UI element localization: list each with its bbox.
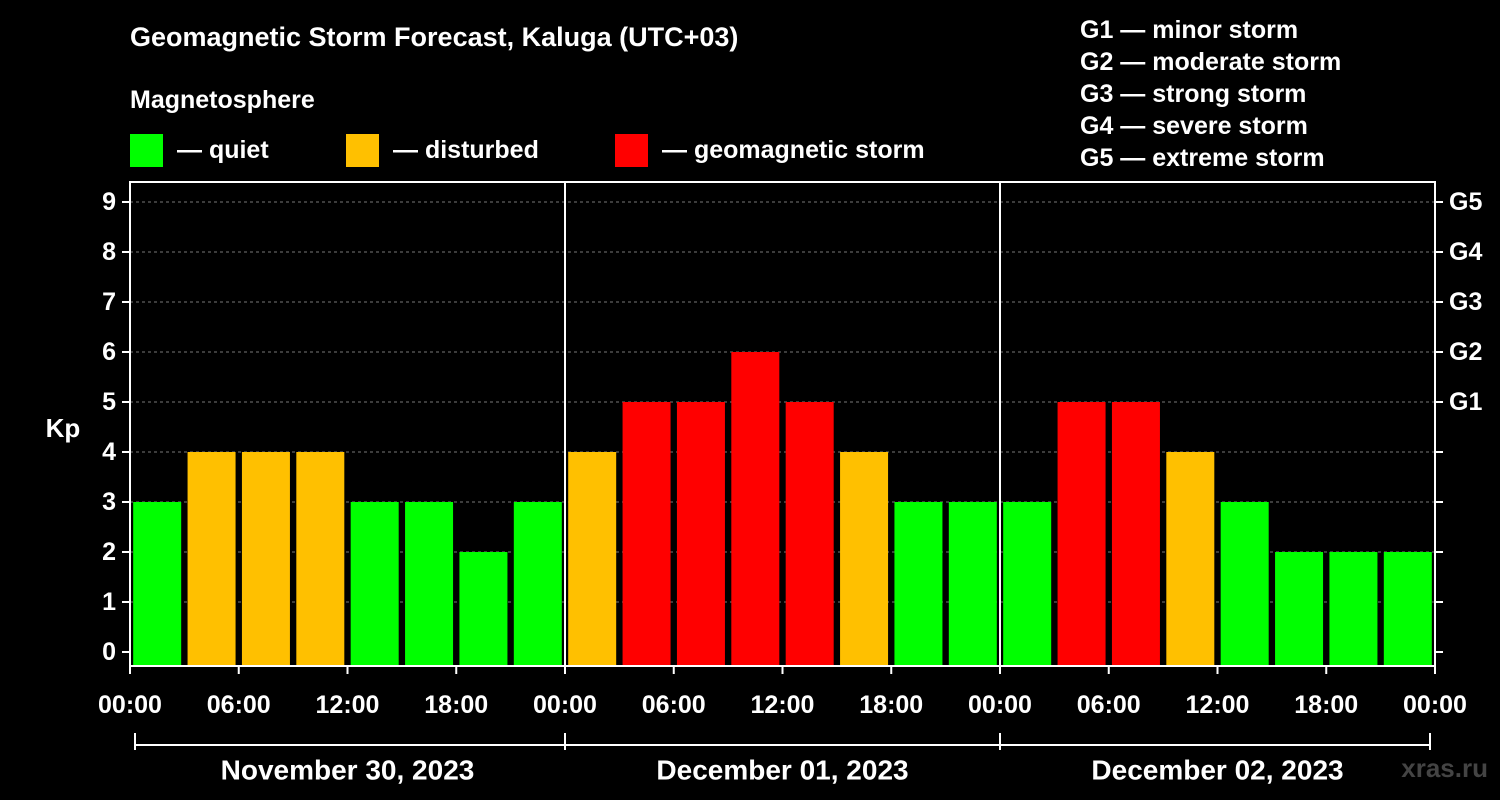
kp-bar bbox=[840, 452, 889, 666]
kp-bar bbox=[1057, 402, 1106, 666]
kp-bar bbox=[1111, 402, 1160, 666]
day-label: November 30, 2023 bbox=[221, 755, 475, 786]
storm-level-label: G4 bbox=[1449, 238, 1482, 266]
kp-bar bbox=[622, 402, 671, 666]
kp-bar bbox=[731, 352, 780, 666]
x-tick-label: 12:00 bbox=[316, 691, 380, 719]
legend-storm: — geomagnetic storm bbox=[615, 133, 925, 167]
storm-scale-g3: G3 — strong storm bbox=[1080, 80, 1307, 108]
legend-label-quiet: — quiet bbox=[177, 135, 269, 164]
legend-swatch-disturbed bbox=[346, 133, 379, 167]
x-tick-label: 00:00 bbox=[98, 691, 162, 719]
legend-label-storm: — geomagnetic storm bbox=[662, 135, 925, 164]
kp-bar bbox=[1220, 502, 1269, 666]
storm-scale-g2: G2 — moderate storm bbox=[1080, 48, 1342, 76]
x-tick-label: 00:00 bbox=[533, 691, 597, 719]
day-label: December 02, 2023 bbox=[1091, 755, 1343, 786]
kp-bar bbox=[676, 402, 725, 666]
x-tick-label: 06:00 bbox=[1077, 691, 1141, 719]
kp-bar bbox=[1003, 502, 1052, 666]
magnetosphere-label: Magnetosphere bbox=[130, 86, 315, 114]
kp-bar bbox=[568, 452, 617, 666]
watermark: xras.ru bbox=[1401, 753, 1488, 783]
legend-swatch-storm bbox=[615, 133, 648, 167]
chart-title: Geomagnetic Storm Forecast, Kaluga (UTC+… bbox=[130, 22, 739, 52]
kp-bar bbox=[785, 402, 834, 666]
storm-scale-g1: G1 — minor storm bbox=[1080, 16, 1299, 44]
y-tick-label: 9 bbox=[102, 188, 116, 216]
storm-level-label: G1 bbox=[1449, 388, 1482, 416]
y-tick-label: 8 bbox=[102, 238, 116, 266]
kp-bar bbox=[513, 502, 562, 666]
kp-bar bbox=[241, 452, 290, 666]
x-tick-label: 06:00 bbox=[642, 691, 706, 719]
kp-bar bbox=[1383, 552, 1432, 666]
y-tick-label: 5 bbox=[102, 388, 116, 416]
kp-bar bbox=[1329, 552, 1378, 666]
kp-bar bbox=[405, 502, 454, 666]
storm-scale-g4: G4 — severe storm bbox=[1080, 112, 1308, 140]
storm-scale-g5: G5 — extreme storm bbox=[1080, 144, 1325, 172]
y-tick-label: 1 bbox=[102, 588, 116, 616]
x-tick-label: 00:00 bbox=[968, 691, 1032, 719]
y-tick-label: 2 bbox=[102, 538, 116, 566]
kp-bar bbox=[894, 502, 943, 666]
storm-scale-list: G1 — minor storm G2 — moderate storm G3 … bbox=[1080, 14, 1341, 174]
y-tick-label: 4 bbox=[102, 438, 116, 466]
legend-swatch-quiet bbox=[130, 133, 163, 167]
storm-level-label: G3 bbox=[1449, 288, 1482, 316]
x-tick-label: 18:00 bbox=[424, 691, 488, 719]
legend-disturbed: — disturbed bbox=[346, 133, 539, 167]
x-tick-label: 18:00 bbox=[859, 691, 923, 719]
y-tick-label: 3 bbox=[102, 488, 116, 516]
x-tick-label: 00:00 bbox=[1403, 691, 1467, 719]
legend-quiet: — quiet bbox=[130, 133, 269, 167]
y-axis-label: Kp bbox=[46, 413, 81, 443]
day-label: December 01, 2023 bbox=[656, 755, 908, 786]
x-tick-label: 12:00 bbox=[751, 691, 815, 719]
kp-bar bbox=[350, 502, 399, 666]
y-tick-label: 6 bbox=[102, 338, 116, 366]
storm-level-label: G5 bbox=[1449, 188, 1482, 216]
y-tick-label: 0 bbox=[102, 638, 116, 666]
kp-bar bbox=[948, 502, 997, 666]
x-tick-label: 12:00 bbox=[1186, 691, 1250, 719]
kp-bar bbox=[1166, 452, 1215, 666]
storm-level-label: G2 bbox=[1449, 338, 1482, 366]
kp-bar bbox=[296, 452, 345, 666]
kp-bar bbox=[187, 452, 236, 666]
y-tick-label: 7 bbox=[102, 288, 116, 316]
kp-bar bbox=[133, 502, 182, 666]
x-tick-label: 18:00 bbox=[1294, 691, 1358, 719]
kp-bar bbox=[459, 552, 508, 666]
kp-bar bbox=[1275, 552, 1324, 666]
x-tick-label: 06:00 bbox=[207, 691, 271, 719]
legend-label-disturbed: — disturbed bbox=[393, 135, 539, 164]
